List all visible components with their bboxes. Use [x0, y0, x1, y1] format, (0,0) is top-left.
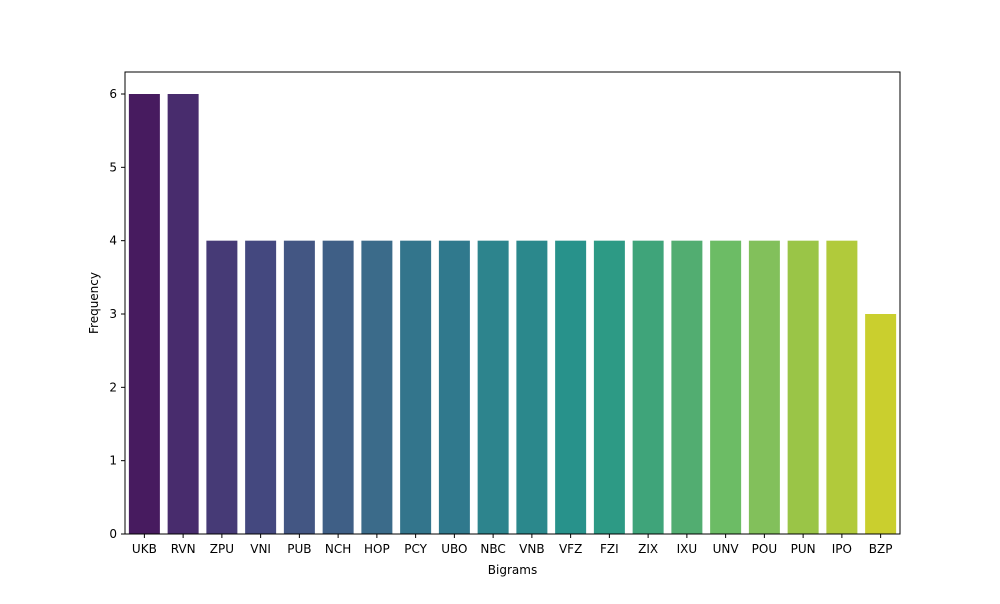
x-tick-label: POU [752, 542, 777, 556]
x-tick-label: PUB [287, 542, 311, 556]
bar-hop [361, 240, 393, 535]
bar-ukb [128, 94, 160, 534]
x-tick-label: BZP [869, 542, 893, 556]
bar-zpu [206, 240, 238, 535]
bar-nch [322, 240, 354, 535]
bar-bzp [865, 314, 897, 534]
x-axis-ticks: UKB RVN ZPU VNI PUB NCH HOP PCY UBO NBC VNB VFZ FZI Z… [132, 534, 893, 556]
y-tick-label: 0 [109, 527, 117, 541]
x-tick-label: NBC [480, 542, 505, 556]
y-tick-label: 2 [109, 380, 117, 394]
bars-layer [128, 94, 897, 535]
y-tick-label: 6 [109, 87, 117, 101]
bar-rvn [167, 94, 199, 534]
x-tick-label: VNB [519, 542, 544, 556]
bar-pun [787, 240, 819, 535]
y-tick-label: 3 [109, 307, 117, 321]
bar-pou [748, 240, 780, 535]
y-tick-label: 1 [109, 454, 117, 468]
x-tick-label: RVN [171, 542, 196, 556]
bar-ipo [826, 240, 858, 535]
bar-vfz [555, 240, 587, 535]
bar-ixu [671, 240, 703, 535]
x-tick-label: PUN [791, 542, 816, 556]
x-tick-label: PCY [404, 542, 427, 556]
x-tick-label: IPO [832, 542, 852, 556]
x-tick-label: FZI [600, 542, 619, 556]
bar-pub [283, 240, 315, 535]
y-axis-label: Frequency [87, 272, 101, 334]
y-tick-label: 5 [109, 160, 117, 174]
bar-pcy [400, 240, 432, 535]
y-tick-label: 4 [109, 234, 117, 248]
x-tick-label: UBO [441, 542, 467, 556]
x-tick-label: UNV [713, 542, 740, 556]
x-tick-label: IXU [677, 542, 698, 556]
x-tick-label: ZIX [638, 542, 658, 556]
plot-frame [124, 71, 901, 535]
x-tick-label: VFZ [559, 542, 582, 556]
x-tick-label: NCH [325, 542, 351, 556]
x-axis-label: Bigrams [488, 563, 537, 577]
bar-ubo [438, 240, 470, 535]
x-tick-label: VNI [250, 542, 271, 556]
x-tick-label: UKB [132, 542, 157, 556]
bar-unv [710, 240, 742, 535]
bar-vni [245, 240, 277, 535]
x-tick-label: ZPU [210, 542, 234, 556]
x-tick-label: HOP [364, 542, 390, 556]
bar-zix [632, 240, 664, 535]
bar-nbc [477, 240, 509, 535]
bar-fzi [593, 240, 625, 535]
bar-vnb [516, 240, 548, 535]
y-axis-ticks: 0 1 2 3 4 5 6 [109, 87, 125, 541]
